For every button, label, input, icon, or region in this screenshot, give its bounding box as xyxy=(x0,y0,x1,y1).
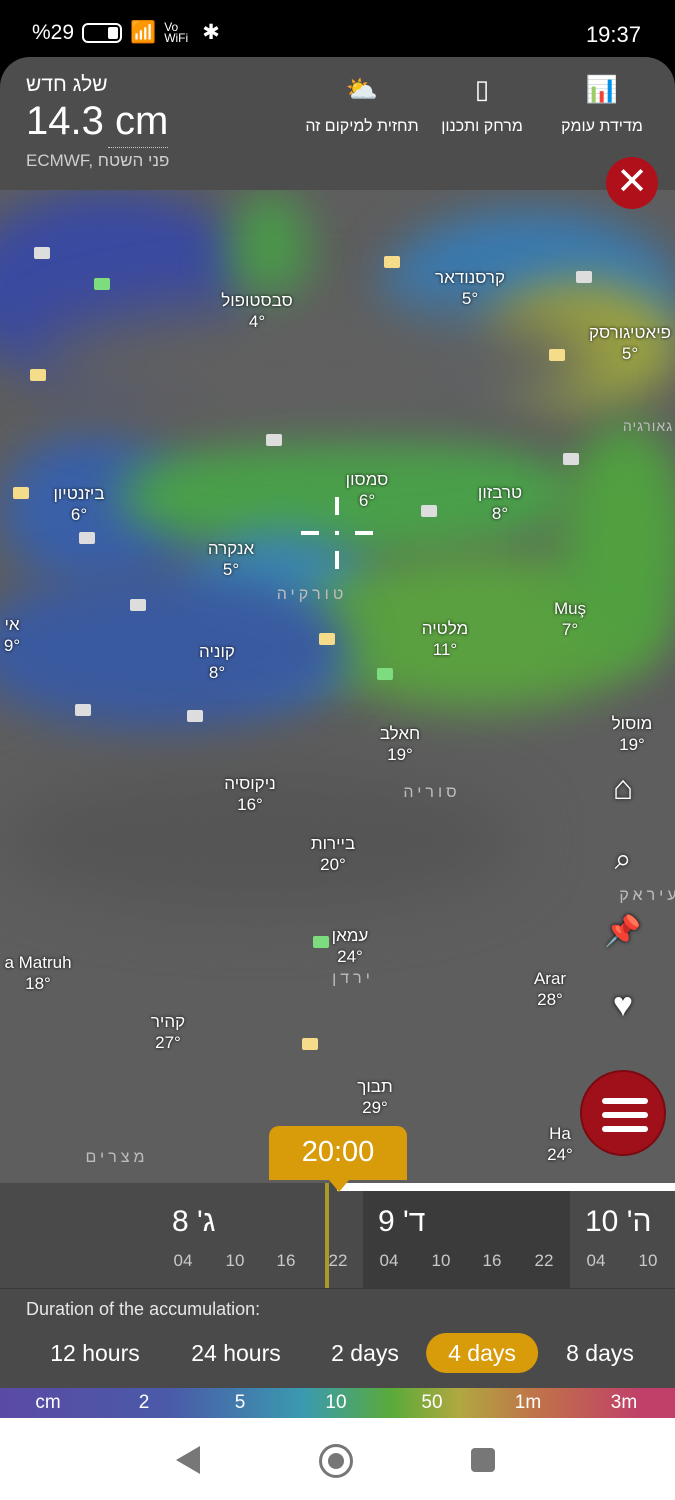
city-label[interactable]: קהיר 27° xyxy=(150,1012,186,1052)
option-24-hours[interactable]: 24 hours xyxy=(191,1340,281,1366)
city-label[interactable]: מלטיה 11° xyxy=(421,619,469,659)
webcam-icon[interactable] xyxy=(319,633,335,645)
search-icon[interactable]: ⌕ xyxy=(614,843,632,876)
day-8[interactable]: ג' 8 04 10 16 22 xyxy=(172,1205,348,1270)
battery-percent: %29 xyxy=(32,20,75,44)
overlay-header: שלג חדש 14.3 cm ECMWF, פני השטח ⛅ תחזית … xyxy=(0,57,675,190)
country-label: ירדן xyxy=(332,970,374,987)
cloud-sun-icon: ⛅ xyxy=(345,74,379,104)
home-nav-icon[interactable] xyxy=(319,1444,353,1478)
city-label[interactable]: מוסול 19° xyxy=(611,714,653,754)
webcam-icon[interactable] xyxy=(13,487,29,499)
webcam-icon[interactable] xyxy=(384,256,400,268)
city-label[interactable]: Muş 7° xyxy=(553,599,587,639)
day-10[interactable]: ה' 10 04 10 xyxy=(585,1205,658,1270)
city-label[interactable]: סמסון 6° xyxy=(345,470,389,510)
timeline[interactable]: ג' 8 04 10 16 22 ד' 9 04 10 16 22 ה' 10 … xyxy=(0,1183,675,1288)
country-label: טורקיה xyxy=(276,586,348,603)
country-label: סוריה xyxy=(403,784,461,801)
city-label[interactable]: קרסנודאר 5° xyxy=(435,268,505,308)
color-legend[interactable]: cm 2 5 10 50 1m 3m xyxy=(0,1388,675,1418)
webcam-icon[interactable] xyxy=(302,1038,318,1050)
country-label: מצרים xyxy=(85,1149,149,1166)
option-12-hours[interactable]: 12 hours xyxy=(50,1340,140,1366)
clock: 19:37 xyxy=(585,22,641,47)
option-2-days[interactable]: 2 days xyxy=(331,1340,399,1366)
back-icon[interactable] xyxy=(176,1446,200,1474)
country-label: גאורגיה xyxy=(622,418,674,434)
city-label[interactable]: קוניה 8° xyxy=(199,642,235,682)
system-nav-bar xyxy=(0,1418,675,1500)
forecast-here-button[interactable]: ⛅ תחזית למיקום זה xyxy=(302,74,422,139)
close-button[interactable]: ✕ xyxy=(606,157,658,209)
webcam-icon[interactable] xyxy=(30,369,46,381)
current-time-bubble[interactable]: 20:00 xyxy=(269,1126,407,1192)
recents-icon[interactable] xyxy=(471,1448,495,1472)
webcam-icon[interactable] xyxy=(266,434,282,446)
option-4-days[interactable]: 4 days xyxy=(426,1333,538,1373)
battery-icon xyxy=(82,22,123,43)
heart-icon[interactable]: ♥ xyxy=(612,986,634,1024)
webcam-icon[interactable] xyxy=(563,453,579,465)
city-label[interactable]: פיאטיגורסק 5° xyxy=(589,323,671,363)
home-icon[interactable]: ⌂ xyxy=(612,769,634,807)
city-label[interactable]: ניקוסיה 16° xyxy=(224,774,276,814)
city-label[interactable]: טרבזון 8° xyxy=(477,483,523,523)
city-label[interactable]: עמאן 24° xyxy=(331,926,369,966)
city-label[interactable]: ביירות 20° xyxy=(310,834,356,874)
city-label[interactable]: ביזנטיון 6° xyxy=(53,484,105,524)
accumulation-title: Duration of the accumulation: xyxy=(26,1299,261,1319)
pin-icon[interactable]: 📌 xyxy=(604,915,642,948)
layer-title: שלג חדש xyxy=(26,73,108,96)
webcam-icon[interactable] xyxy=(94,278,110,290)
timeline-progress xyxy=(337,1183,675,1191)
wifi-icon: 📶 xyxy=(130,20,157,44)
city-label[interactable]: Ha 24° xyxy=(547,1124,573,1164)
point-value[interactable]: 14.3 cm xyxy=(26,99,169,148)
close-icon: ✕ xyxy=(616,161,648,203)
model-source[interactable]: ECMWF, פני השטח xyxy=(26,151,170,170)
webcam-icon[interactable] xyxy=(576,271,592,283)
city-label[interactable]: חאלב 19° xyxy=(379,724,421,764)
city-label[interactable]: אי 9° xyxy=(3,615,21,655)
webcam-icon[interactable] xyxy=(421,505,437,517)
webcam-icon[interactable] xyxy=(75,704,91,716)
city-label[interactable]: תבוך 29° xyxy=(357,1077,393,1117)
webcam-icon[interactable] xyxy=(377,668,393,680)
vowifi-label: Vo WiFi xyxy=(164,19,189,45)
webcam-icon[interactable] xyxy=(34,247,50,259)
webcam-icon[interactable] xyxy=(549,349,565,361)
webcam-icon[interactable] xyxy=(187,710,203,722)
webcam-icon[interactable] xyxy=(313,936,329,948)
menu-button[interactable] xyxy=(580,1070,666,1156)
timeline-cursor[interactable] xyxy=(325,1183,329,1288)
city-label[interactable]: אנקרה 5° xyxy=(207,539,255,579)
weather-map[interactable] xyxy=(0,150,675,1185)
status-bar: %29 📶 Vo WiFi ✱ 19:37 xyxy=(0,0,675,57)
day-9[interactable]: ד' 9 04 10 16 22 xyxy=(363,1191,570,1288)
distance-planning-button[interactable]: ▯ מרחק ותכנון xyxy=(422,74,542,139)
webcam-icon[interactable] xyxy=(130,599,146,611)
city-label[interactable]: a Matruh 18° xyxy=(4,953,72,993)
city-label[interactable]: סבסטופול 4° xyxy=(221,291,293,331)
bar-chart-icon: 📊 xyxy=(585,74,619,104)
city-label[interactable]: Arar 28° xyxy=(533,969,567,1009)
country-label: עיראק xyxy=(619,887,675,904)
sounding-button[interactable]: 📊 מדידת עומק xyxy=(542,74,662,139)
ruler-icon: ▯ xyxy=(474,74,490,104)
bluetooth-icon: ✱ xyxy=(202,21,220,44)
accumulation-panel: Duration of the accumulation: 12 hours 2… xyxy=(0,1288,675,1388)
webcam-icon[interactable] xyxy=(79,532,95,544)
option-8-days[interactable]: 8 days xyxy=(566,1340,634,1366)
